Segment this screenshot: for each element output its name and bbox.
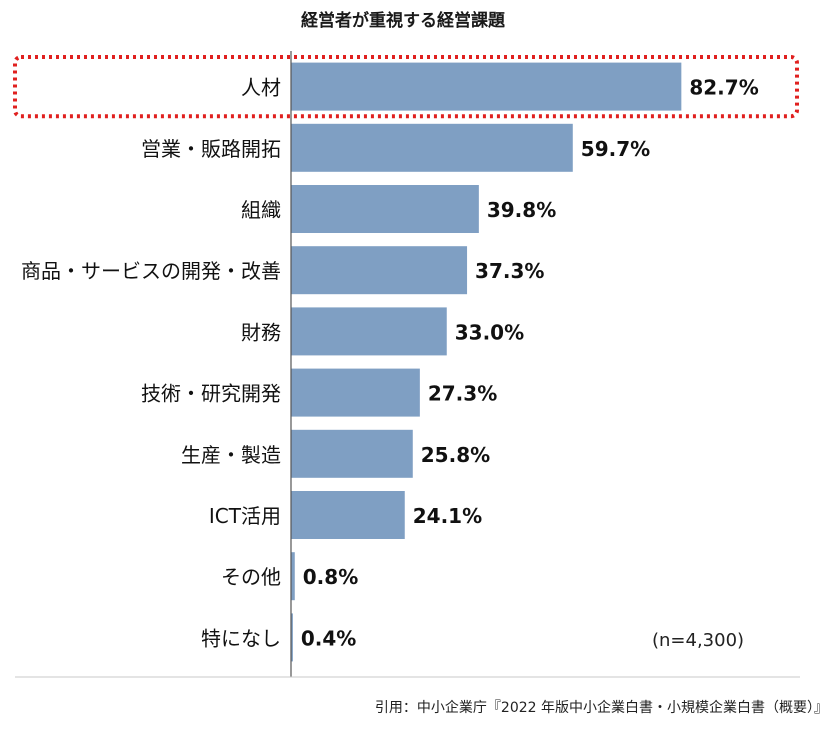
category-label: 組織 xyxy=(241,198,281,222)
category-label: 生産・製造 xyxy=(181,443,281,467)
bar xyxy=(291,368,420,417)
value-label: 24.1% xyxy=(413,504,482,528)
bar xyxy=(291,307,447,356)
category-label: ICT活用 xyxy=(209,504,281,528)
value-label: 27.3% xyxy=(428,382,497,406)
bar xyxy=(291,62,682,111)
value-label: 0.4% xyxy=(301,626,356,650)
bar xyxy=(291,246,468,295)
bar xyxy=(291,491,405,539)
value-label: 39.8% xyxy=(487,198,556,222)
bar xyxy=(291,185,479,233)
value-label: 37.3% xyxy=(475,259,544,283)
highlight-box xyxy=(13,55,799,119)
value-label: 59.7% xyxy=(581,137,650,161)
sample-size-note: (n=4,300) xyxy=(652,630,745,651)
chart-title: 経営者が重視する経営課題 xyxy=(301,11,505,31)
value-label: 33.0% xyxy=(455,320,524,344)
category-label: 特になし xyxy=(201,626,281,650)
category-label: 商品・サービスの開発・改善 xyxy=(21,259,281,283)
category-label: 財務 xyxy=(241,320,281,344)
value-label: 0.8% xyxy=(303,565,358,589)
category-label: 営業・販路開拓 xyxy=(141,137,281,161)
value-label: 82.7% xyxy=(689,76,758,100)
value-label: 25.8% xyxy=(421,443,490,467)
bar xyxy=(291,123,573,172)
category-label: 技術・研究開発 xyxy=(141,382,281,406)
source-caption: 引用：中小企業庁『2022 年版中小企業白書・小規模企業白書（概要）』 xyxy=(374,700,828,716)
category-label: 人材 xyxy=(241,76,281,100)
bar xyxy=(291,613,293,662)
bar xyxy=(291,429,413,478)
bar xyxy=(291,552,295,601)
category-label: その他 xyxy=(221,565,281,589)
